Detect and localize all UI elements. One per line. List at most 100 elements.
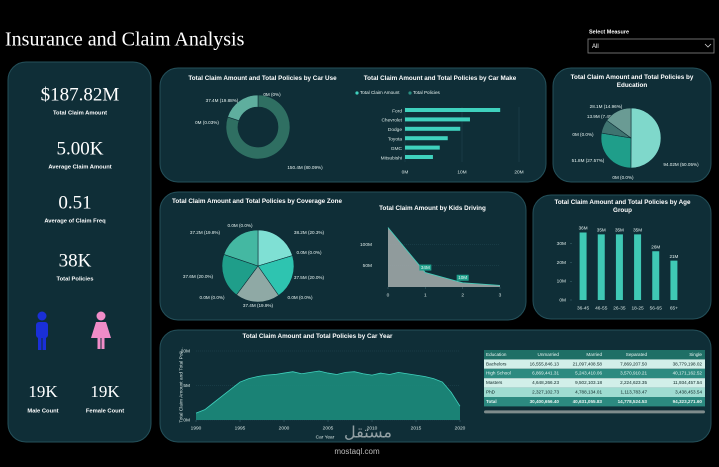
table-cell: 94,323,271.60 — [673, 399, 703, 404]
y-tick-label: Chevrolet — [381, 118, 402, 124]
bar — [652, 251, 660, 300]
table-cell: 21,097,408.58 — [573, 361, 603, 366]
data-label: 0.0M (0.0%) — [287, 295, 312, 300]
chart-title: Total Claim Amount and Total Policies by… — [554, 199, 691, 214]
pie-slice — [221, 254, 259, 296]
bar — [405, 136, 448, 141]
data-label: 0.0M (0.0%) — [199, 295, 224, 300]
data-label: 13.9M (7.40%) — [587, 114, 618, 119]
table-header: Married — [586, 352, 602, 357]
y-tick-label: 30M — [557, 241, 566, 247]
pie-slice — [223, 229, 259, 267]
chart-title: Total Claim Amount and Total Policies by… — [172, 198, 342, 205]
gender-value: 19K — [28, 382, 58, 401]
pie-slice — [236, 265, 280, 303]
x-tick-label: 0M — [402, 169, 409, 175]
x-tick-label: 26-35 — [613, 305, 626, 311]
table-header: Single — [689, 352, 702, 357]
data-label: 35M — [615, 228, 624, 233]
x-tick-label: 3 — [499, 292, 502, 298]
data-label: 37.6M (20.0%) — [183, 274, 214, 279]
legend-marker — [408, 91, 412, 95]
y-tick-label: Dodge — [388, 127, 402, 133]
x-tick-label: 2005 — [323, 425, 334, 431]
kpi-label: Total Policies — [57, 277, 94, 283]
table-cell: High School — [486, 371, 511, 376]
table-row-bg — [484, 368, 705, 379]
x-tick-label: 18-25 — [631, 305, 644, 311]
pie-slice — [630, 107, 662, 169]
select-box[interactable] — [587, 38, 715, 54]
table-cell: 9,502,103.18 — [575, 380, 602, 385]
y-tick-label: Toyota — [388, 136, 402, 142]
data-label: 94.02M (50.05%) — [663, 162, 699, 167]
area-line — [195, 370, 461, 414]
table-cell: 30,400,656.40 — [530, 399, 560, 404]
data-label: 21M — [669, 254, 678, 259]
x-tick-label: 36-45 — [577, 305, 590, 311]
y-tick-label: 0M — [559, 297, 566, 303]
data-label: 28.1M (14.96%) — [590, 104, 623, 109]
table-cell: 4,648,266.23 — [532, 380, 559, 385]
bar — [597, 234, 605, 300]
pie-slice — [225, 94, 291, 160]
bar — [405, 117, 470, 122]
table-cell: 6,869,441.31 — [532, 371, 559, 376]
x-tick-label: 2015 — [411, 425, 422, 431]
data-label: 37.4M (19.88%) — [206, 98, 239, 103]
y-tick-label: Mitsubishi — [381, 155, 402, 161]
y-tick-label: 10M — [557, 279, 566, 285]
x-tick-label: 2000 — [279, 425, 290, 431]
x-tick-label: 46-55 — [595, 305, 608, 311]
y-tick-label: Ford — [392, 108, 402, 114]
table-cell: 2,327,102.73 — [532, 390, 559, 395]
bar — [634, 234, 642, 300]
data-label: 37.5M (20.0%) — [294, 275, 325, 280]
table-header-bg — [484, 350, 705, 360]
bar — [670, 260, 678, 300]
data-label: 51.8M (27.57%) — [572, 158, 605, 163]
kpi-label: Average Claim Amount — [48, 165, 111, 171]
pie-slice — [257, 229, 293, 267]
data-label-box — [456, 274, 469, 281]
page-title: Insurance and Claim Analysis — [5, 29, 245, 51]
kpi-value: 38K — [59, 250, 92, 271]
data-label: 35M — [633, 228, 642, 233]
y-tick-label: 50M — [363, 263, 372, 269]
male-icon — [36, 311, 48, 350]
chart-title: Total Claim Amount and Total Policies by… — [363, 75, 517, 82]
table-cell: Masters — [486, 380, 503, 385]
table-cell: Total — [486, 399, 497, 404]
scrollbar — [484, 410, 705, 414]
area-line — [387, 227, 501, 286]
select-chevron — [704, 43, 712, 48]
kpi-label: Average of Claim Freq — [44, 219, 106, 225]
gender-value: 19K — [90, 382, 120, 401]
pie-slice — [257, 255, 295, 296]
data-label: 26M — [651, 244, 660, 249]
table-cell: 3,438,453.54 — [675, 390, 702, 395]
title-box: Total Claim Amount and Total Policies by… — [571, 74, 694, 89]
table-cell: 38,779,198.02 — [673, 361, 703, 366]
y-tick-label: 0M — [183, 417, 190, 423]
table-cell: 1,113,783.47 — [621, 390, 648, 395]
x-tick-label: 20M — [514, 169, 523, 175]
table-header: Separated — [626, 352, 648, 357]
data-label: 0M (0.0%) — [612, 175, 634, 180]
data-label: 0.0M (0.0%) — [296, 250, 321, 255]
data-label: 37.4M (19.9%) — [243, 303, 274, 308]
bar — [405, 155, 433, 159]
data-label: 0M (0.03%) — [195, 120, 219, 125]
table-header: Unmarried — [538, 352, 560, 357]
table-row-bg — [484, 387, 705, 397]
x-tick-label: 2010 — [367, 425, 378, 431]
data-label: 38.2M (20.3%) — [294, 230, 325, 235]
table-cell: Bachelors — [486, 361, 507, 366]
title-box: Total Claim Amount by Kids Driving — [379, 205, 486, 212]
table-cell: 16,555,846.13 — [530, 361, 560, 366]
chart-title: Total Claim Amount and Total Policies by… — [188, 75, 337, 82]
x-tick-label: 1 — [424, 292, 427, 298]
kpi-label: Total Claim Amount — [53, 111, 107, 117]
area-fill — [388, 227, 500, 287]
